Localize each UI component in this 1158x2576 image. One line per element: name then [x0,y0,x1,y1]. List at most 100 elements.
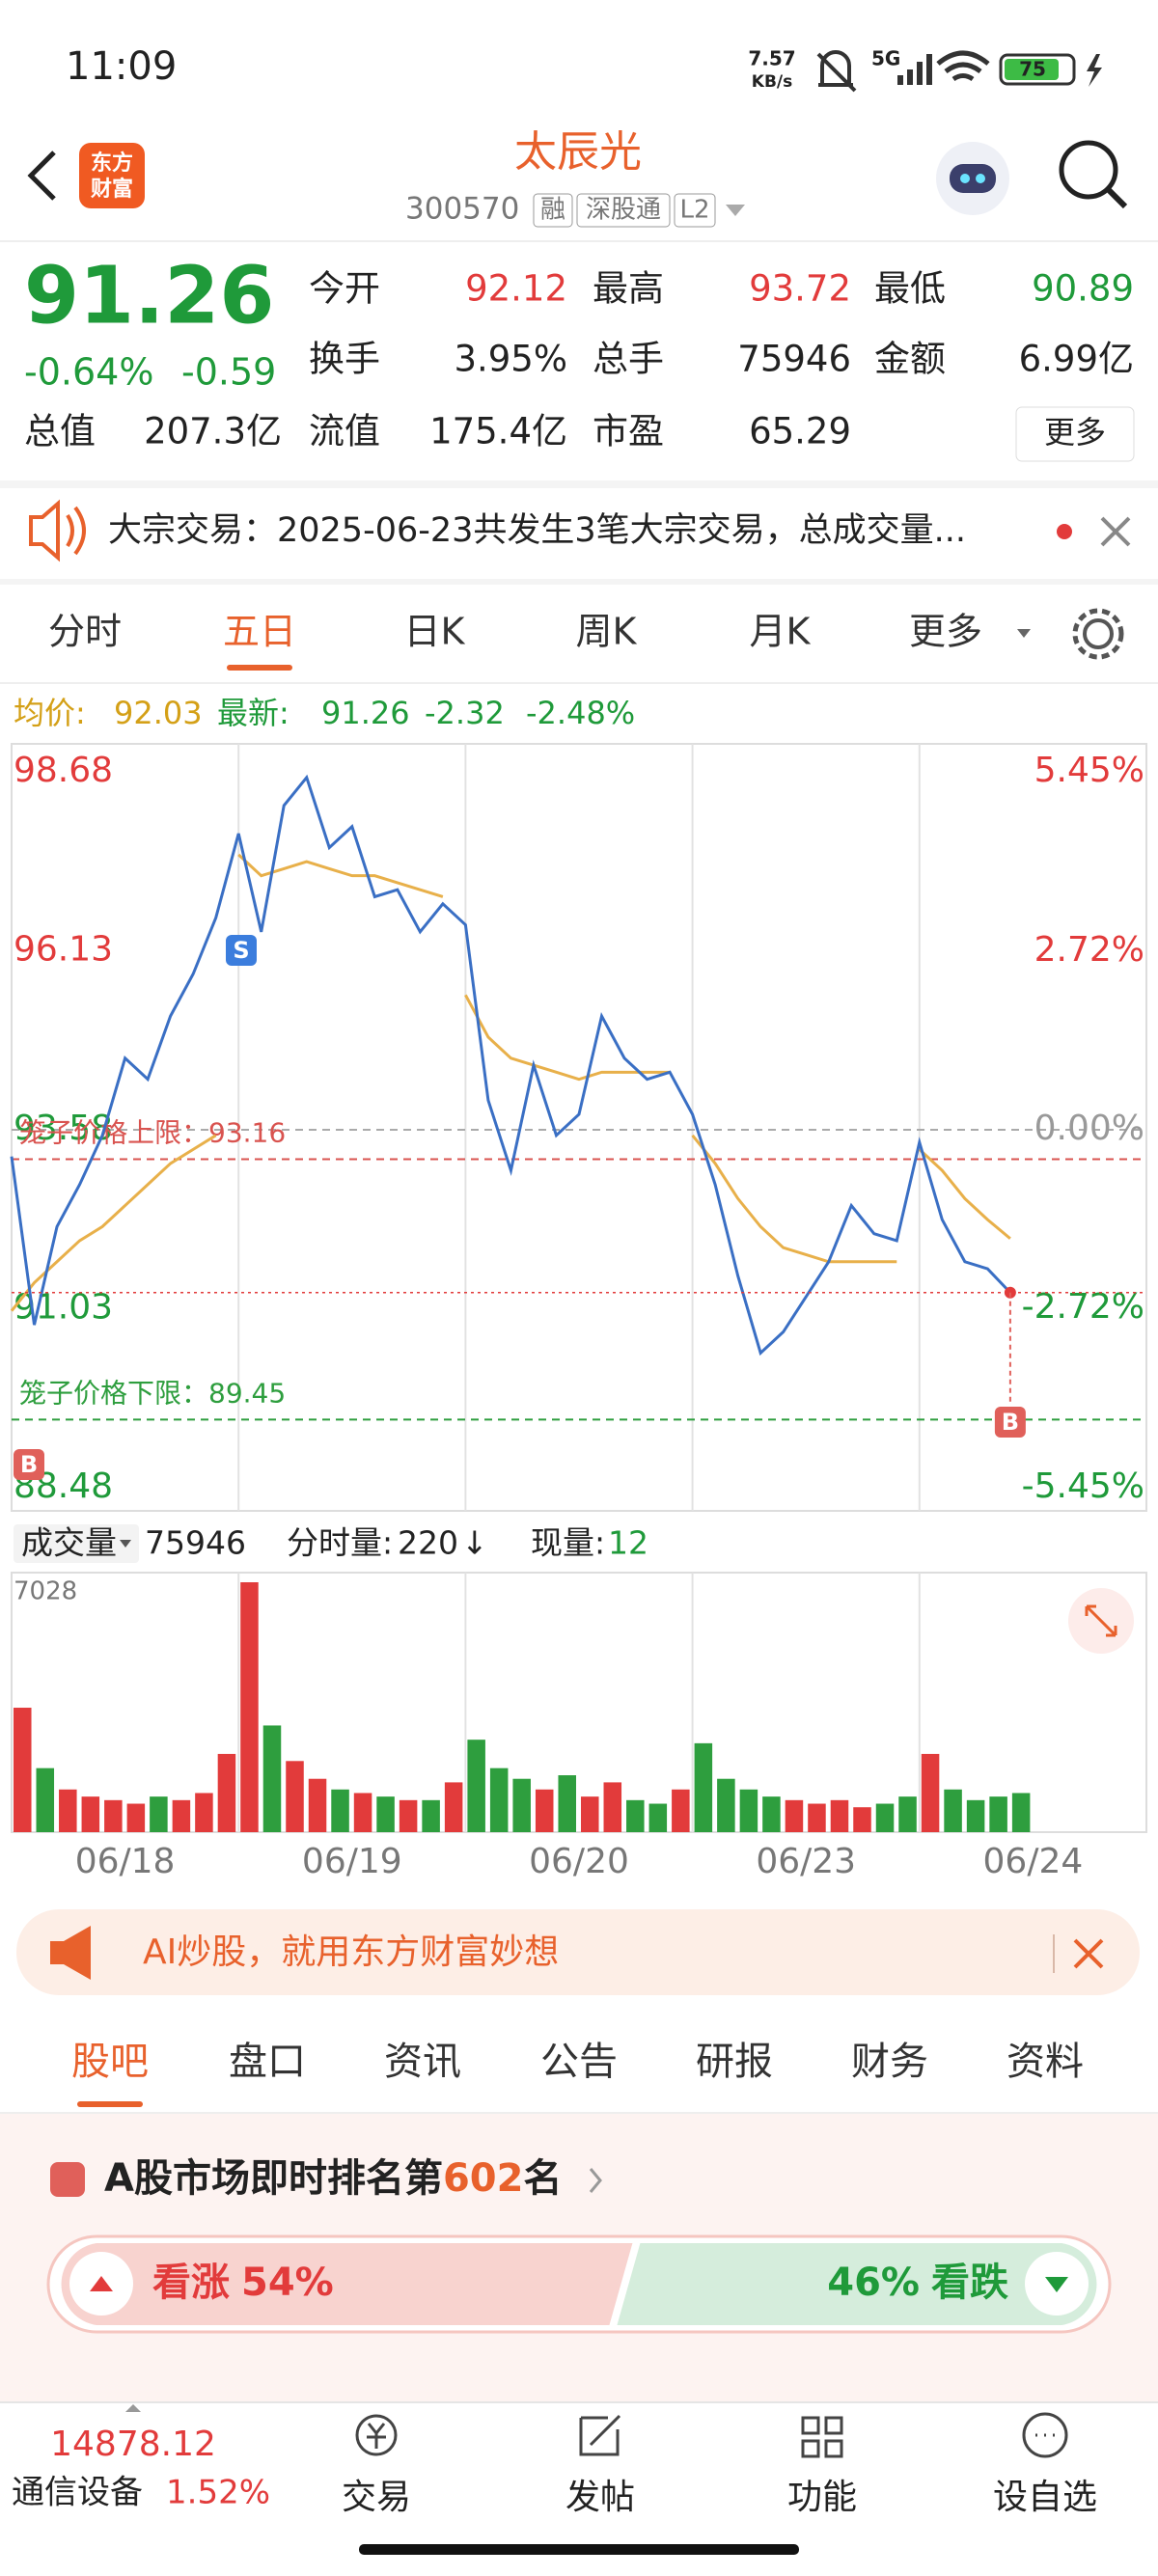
tab[interactable]: 月K [750,611,812,653]
volume-bar [262,1725,282,1832]
volume-bar [81,1796,100,1832]
vote-up[interactable] [61,2243,633,2325]
y-tick-label: 93.58 [14,1109,113,1148]
tag: L2 [679,196,709,225]
net-speed-unit: KB/s [752,72,792,92]
per-min-value: 220 [398,1524,458,1562]
volume-bar [966,1799,985,1832]
tag-box [674,193,716,228]
settings-gear [1072,608,1124,660]
tab[interactable]: 分时 [48,611,122,653]
home-indicator [359,2544,799,2555]
search-button[interactable] [1059,140,1118,200]
stock-name: 太辰光 [514,127,642,177]
ranking-value: 602 [443,2156,524,2201]
sub-tab[interactable]: 研报 [696,2040,773,2084]
change-pct: -0.64% [24,351,153,394]
volume-bar [672,1789,690,1832]
sub-tabs: 股吧 盘口 资讯 公告 研报 财务 资料 [71,2040,1084,2084]
tab[interactable]: 更多 [909,611,982,653]
nav-icon[interactable] [1022,2412,1068,2458]
volume-bar [422,1799,440,1832]
tab[interactable]: 周K [576,611,638,653]
trade-marker[interactable] [994,1407,1026,1438]
tab-indicator [227,665,292,671]
volume-bar [808,1803,826,1832]
sub-tab[interactable]: 盘口 [229,2040,306,2084]
close-notice[interactable] [1100,516,1131,547]
notice-text[interactable]: 大宗交易：2025-06-23共发生3笔大宗交易，总成交量... [108,511,966,550]
field-value: 90.89 [1032,268,1134,310]
field-value: 75946 [737,339,851,380]
trade-marker[interactable] [14,1449,44,1480]
price-chart: 5.45% 2.72% 0.00% -2.72% -5.45% 98.68 96.13 93.… [10,743,1147,1512]
tab[interactable]: 五日 [223,611,296,653]
ranking-text[interactable]: A股市场即时排名第602名 [104,2156,562,2201]
nav-icon[interactable] [801,2416,843,2458]
volume-label[interactable]: 成交量 [21,1524,117,1562]
volume-select[interactable] [14,1524,139,1563]
x-tick-label: 06/23 [756,1842,856,1881]
network: 5G [871,47,900,70]
signal-icon [897,54,932,85]
settings-button[interactable] [1083,618,1114,649]
sub-tab[interactable]: 资讯 [384,2040,461,2084]
price-line [10,774,1011,1357]
volume-bar [989,1796,1007,1832]
sub-tab[interactable]: 股吧 [71,2040,149,2084]
field-label: 市盈 [593,411,664,452]
volume-bar [944,1789,962,1832]
field-label: 金额 [874,339,946,380]
cage-limit-name: 笼子价格下限： [19,1377,208,1409]
trade-marker-label: B [20,1451,38,1478]
ranking-prefix: A股市场即时排名第 [104,2156,443,2201]
field-label: 总手 [593,339,664,380]
sub-tab[interactable]: 财务 [851,2040,928,2084]
trade-marker-label: B [1002,1409,1019,1436]
nav-label[interactable]: 交易 [342,2478,411,2517]
nav-icon[interactable] [579,2414,621,2456]
index-value[interactable]: 14878.12 [50,2425,216,2464]
volume-bar [626,1799,645,1832]
sub-tab[interactable]: 公告 [540,2040,618,2084]
y-tick-label: 91.03 [14,1288,113,1328]
volume-bar [331,1789,349,1832]
close-banner[interactable] [1073,1938,1104,1969]
avatar-face [950,164,996,193]
tag-box [533,193,573,228]
nav-label[interactable]: 功能 [787,2478,857,2517]
nav-label[interactable]: 发帖 [565,2478,635,2517]
more-text[interactable]: 更多 [1044,414,1106,451]
vote-down[interactable] [617,2243,1097,2325]
logo [79,143,145,208]
volume-bar [558,1775,576,1832]
vote-up-text: 看涨 54% [152,2261,334,2305]
ai-banner[interactable] [16,1909,1140,1995]
sub-tab[interactable]: 资料 [1006,2040,1084,2084]
volume-total: 75946 [145,1524,246,1562]
banner-text[interactable]: AI炒股，就用东方财富妙想 [143,1932,559,1972]
latest-value: 91.26 [321,695,410,731]
volume-bar [467,1740,485,1832]
nav-label[interactable]: 设自选 [993,2478,1097,2517]
x-tick-label: 06/24 [983,1842,1084,1881]
volume-bar [875,1803,895,1832]
battery-text: 75 [1019,58,1046,81]
volume-bar [195,1793,213,1832]
tab[interactable]: 日K [404,611,466,653]
nav-icon[interactable] [355,2414,398,2456]
more-button[interactable] [1015,406,1135,462]
logo-text: 东方 [91,151,133,176]
avg-line [691,1134,897,1264]
trade-marker[interactable] [226,935,257,966]
volume-bar [286,1761,304,1832]
volume-bar [1011,1793,1031,1832]
mute-icon [816,50,857,93]
sector[interactable]: 通信设备 [12,2474,143,2512]
dropdown-arrow[interactable] [726,205,745,216]
volume-bar [535,1789,554,1832]
back-button[interactable] [27,151,56,201]
speaker-icon [29,499,86,562]
more-arrow [1017,629,1031,638]
